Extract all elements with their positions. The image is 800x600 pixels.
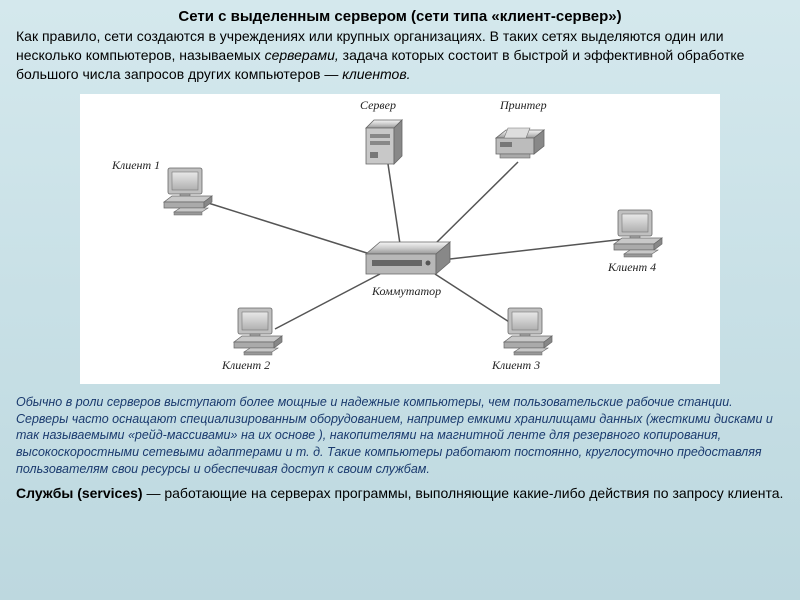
footer-services-paragraph: Службы (services) — работающие на сервер…	[0, 482, 800, 511]
label-client1: Клиент 1	[112, 158, 160, 173]
client4-icon	[608, 206, 668, 258]
label-client3: Клиент 3	[492, 358, 540, 373]
label-server: Сервер	[360, 98, 396, 113]
intro-italic-2: клиентов.	[342, 66, 410, 82]
network-diagram: Сервер Принтер Коммутатор Клиент 1 Клиен…	[80, 94, 720, 384]
client3-icon	[498, 304, 558, 356]
footer-italic-paragraph: Обычно в роли серверов выступают более м…	[0, 388, 800, 482]
label-printer: Принтер	[500, 98, 547, 113]
services-bold: Службы (services)	[16, 485, 143, 501]
client1-icon	[158, 164, 218, 216]
label-client4: Клиент 4	[608, 260, 656, 275]
switch-icon	[358, 234, 458, 284]
intro-italic-1: серверами,	[265, 47, 339, 63]
services-text: — работающие на серверах программы, выпо…	[143, 485, 784, 501]
page-title: Сети с выделенным сервером (сети типа «к…	[0, 0, 800, 27]
label-switch: Коммутатор	[372, 284, 441, 299]
server-icon	[362, 116, 408, 168]
intro-paragraph: Как правило, сети создаются в учреждения…	[0, 27, 800, 90]
label-client2: Клиент 2	[222, 358, 270, 373]
printer-icon	[490, 122, 550, 162]
client2-icon	[228, 304, 288, 356]
